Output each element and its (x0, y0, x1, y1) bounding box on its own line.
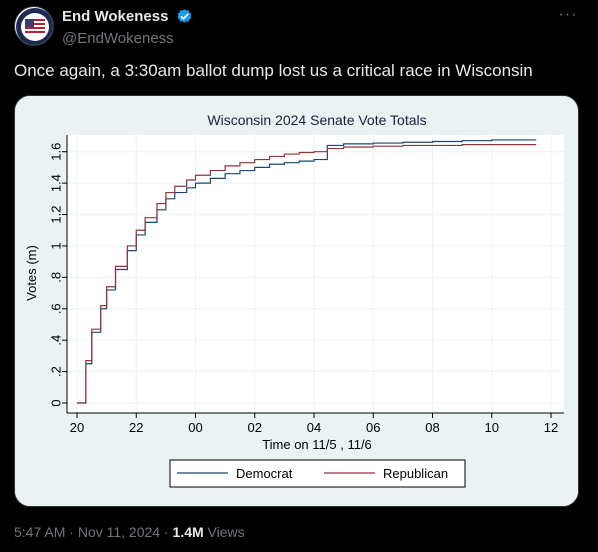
series-group (77, 139, 537, 404)
tweet-time[interactable]: 5:47 AM (14, 524, 66, 540)
plot-area (67, 135, 564, 413)
y-tick-label: .8 (48, 272, 63, 283)
x-tick-label: 20 (70, 420, 84, 435)
handle[interactable]: @EndWokeness (62, 30, 174, 47)
x-tick-label: 00 (188, 420, 202, 435)
meta-separator: · (65, 524, 78, 540)
more-options-icon[interactable]: ··· (558, 6, 578, 23)
views-label: Views (203, 524, 245, 540)
y-tick-label: 1.6 (48, 143, 63, 161)
x-tick-label: 04 (307, 420, 321, 435)
y-tick-label: .4 (48, 335, 63, 346)
author-names: End Wokeness @EndWokeness (62, 8, 193, 47)
y-axis-label: Votes (m) (24, 245, 39, 301)
y-tick-label: 0 (48, 399, 63, 406)
tweet-text: Once again, a 3:30am ballot dump lost us… (14, 61, 533, 80)
x-tick-label: 08 (425, 420, 439, 435)
legend: Democrat Republican (169, 459, 466, 488)
tweet-media-chart[interactable]: Wisconsin 2024 Senate Vote Totals 20 22 00… (14, 95, 579, 507)
chart-title: Wisconsin 2024 Senate Vote Totals (207, 112, 426, 128)
x-tick-label: 10 (485, 420, 499, 435)
x-tick-label: 02 (248, 420, 262, 435)
y-tick-label: 1.2 (48, 205, 63, 223)
tweet-meta: 5:47 AM · Nov 11, 2024 · 1.4M Views (14, 524, 245, 540)
display-name[interactable]: End Wokeness (62, 8, 169, 26)
x-tick-label: 12 (544, 420, 558, 435)
y-tick-label: 1.4 (48, 174, 63, 192)
legend-democrat-label: Democrat (236, 466, 293, 481)
tweet-header: End Wokeness @EndWokeness ··· (14, 6, 584, 48)
y-tick-label: .2 (48, 366, 63, 377)
avatar[interactable] (14, 6, 54, 46)
x-axis-label: Time on 11/5 , 11/6 (262, 437, 372, 452)
meta-separator: · (160, 524, 173, 540)
tweet-date[interactable]: Nov 11, 2024 (77, 524, 161, 540)
x-tick-label: 22 (129, 420, 143, 435)
verified-badge-icon (177, 9, 192, 24)
flag-badge-avatar-icon (16, 8, 53, 45)
views-count: 1.4M (172, 524, 204, 540)
x-tick-label: 06 (366, 420, 380, 435)
legend-republican-label: Republican (383, 466, 448, 481)
y-tick-label: .6 (48, 303, 63, 314)
senate-vote-chart: Wisconsin 2024 Senate Vote Totals 20 22 00… (15, 96, 578, 506)
series-line-republican (77, 144, 537, 404)
grid-lines (67, 135, 564, 413)
axes: 20 22 00 02 04 06 08 10 12 0 .2 .4 .6 .8 1 1.2 1.4 1.6 (48, 135, 564, 435)
y-tick-label: 1 (48, 242, 63, 249)
